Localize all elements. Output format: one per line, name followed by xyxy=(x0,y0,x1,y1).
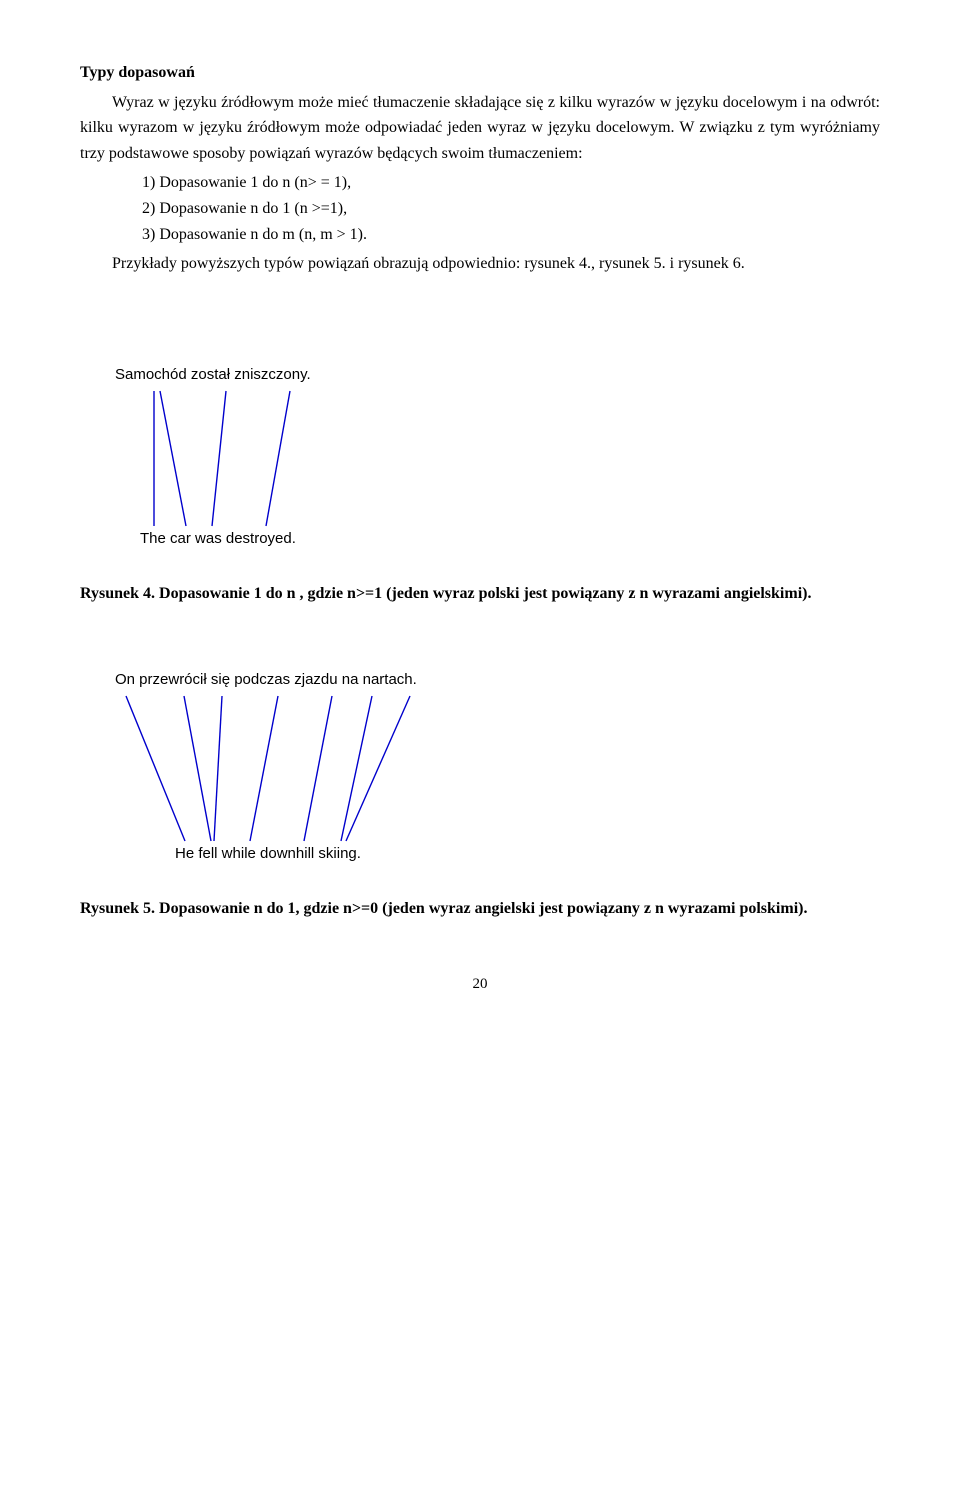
alignment-diagram-2: On przewrócił się podczas zjazdu na nart… xyxy=(80,666,520,866)
examples-paragraph: Przykłady powyższych typów powiązań obra… xyxy=(80,251,880,277)
figure-2: On przewrócił się podczas zjazdu na nart… xyxy=(80,666,880,866)
list-item: 3) Dopasowanie n do m (n, m > 1). xyxy=(142,222,880,248)
page-number: 20 xyxy=(80,972,880,996)
figure-2-caption: Rysunek 5. Dopasowanie n do 1, gdzie n>=… xyxy=(80,896,880,922)
intro-paragraph: Wyraz w języku źródłowym może mieć tłuma… xyxy=(80,90,880,167)
svg-text:Samochód został zniszczony.: Samochód został zniszczony. xyxy=(115,366,311,383)
list-item: 1) Dopasowanie 1 do n (n> = 1), xyxy=(142,170,880,196)
svg-text:The car was destroyed.: The car was destroyed. xyxy=(140,530,296,547)
section-title: Typy dopasowań xyxy=(80,60,880,86)
alignment-diagram-1: Samochód został zniszczony. The car was d… xyxy=(80,361,440,551)
list-item: 2) Dopasowanie n do 1 (n >=1), xyxy=(142,196,880,222)
svg-text:On przewrócił się podczas zjaz: On przewrócił się podczas zjazdu na nart… xyxy=(115,671,417,688)
matching-types-list: 1) Dopasowanie 1 do n (n> = 1), 2) Dopas… xyxy=(80,170,880,247)
figure-1-caption: Rysunek 4. Dopasowanie 1 do n , gdzie n>… xyxy=(80,581,880,607)
svg-text:He fell while downhill skiing.: He fell while downhill skiing. xyxy=(175,845,361,862)
figure-1: Samochód został zniszczony. The car was d… xyxy=(80,361,880,551)
